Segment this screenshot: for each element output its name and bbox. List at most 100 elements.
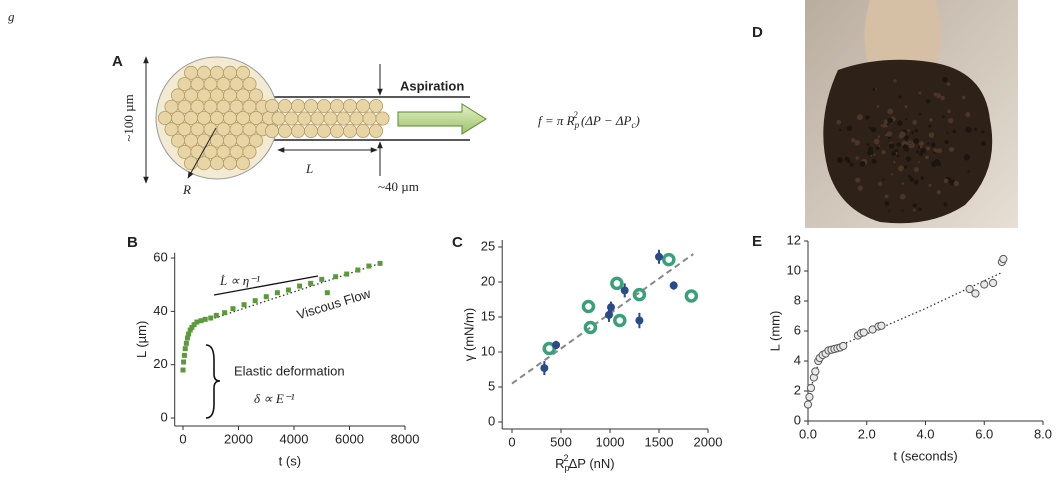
point xyxy=(839,341,848,351)
point xyxy=(194,319,200,325)
formula-part: p xyxy=(564,463,569,473)
formula: Rp2ΔP (nN) xyxy=(555,453,615,473)
cell xyxy=(316,99,331,114)
photo-texture xyxy=(855,177,861,183)
point xyxy=(180,367,186,373)
photo-texture xyxy=(920,147,926,154)
photo-texture xyxy=(888,210,891,213)
photo-texture xyxy=(919,145,923,149)
photo-texture xyxy=(846,125,853,132)
point xyxy=(669,281,678,290)
photo-texture xyxy=(928,183,932,187)
cell xyxy=(349,111,364,126)
x-tick-label: 2000 xyxy=(224,431,253,446)
y-axis-label: γ (mN/m) xyxy=(462,308,477,361)
point xyxy=(182,346,188,352)
formula-part: (ΔP − ΔP xyxy=(578,113,632,128)
point xyxy=(181,359,187,365)
point xyxy=(581,299,596,314)
panel-label: A xyxy=(112,53,123,70)
point xyxy=(355,267,361,273)
photo-texture xyxy=(915,150,920,154)
radius-label: R xyxy=(182,182,191,197)
point xyxy=(191,322,197,328)
point xyxy=(308,280,314,286)
formula-part: p xyxy=(574,120,580,130)
cell xyxy=(336,111,351,126)
photo-texture xyxy=(898,95,902,99)
point xyxy=(208,315,214,321)
point xyxy=(344,271,350,277)
point xyxy=(189,324,195,330)
y-tick-label: 4 xyxy=(794,352,801,367)
x-tick-label: 0 xyxy=(179,431,186,446)
point xyxy=(655,252,663,261)
cell xyxy=(284,111,299,126)
y-tick-label: 2 xyxy=(794,382,801,397)
cell xyxy=(329,99,344,114)
point xyxy=(965,284,974,294)
x-axis-label: t (seconds) xyxy=(893,448,957,463)
photo-texture xyxy=(928,132,935,139)
y-tick-label: 40 xyxy=(153,303,167,318)
photo-texture xyxy=(963,154,971,161)
pipette-label: ~40 µm xyxy=(378,179,419,194)
photo-texture xyxy=(952,129,957,134)
cell xyxy=(368,99,383,114)
point xyxy=(859,328,868,337)
photo-texture xyxy=(870,154,873,157)
photo-texture xyxy=(888,143,895,149)
photo-texture xyxy=(854,140,861,146)
photo-texture xyxy=(918,207,922,212)
radius-arrow xyxy=(187,127,217,179)
photo-texture xyxy=(925,99,931,104)
cell xyxy=(375,111,390,126)
photo-texture xyxy=(943,202,948,207)
cell xyxy=(235,65,250,80)
photo-texture xyxy=(899,131,906,138)
photo-texture xyxy=(878,145,881,148)
point xyxy=(183,340,189,346)
formula-part: 2 xyxy=(564,453,569,463)
photo-texture xyxy=(940,95,945,101)
point xyxy=(377,260,383,266)
point xyxy=(222,310,228,316)
x-tick-label: 1000 xyxy=(596,434,625,449)
cell xyxy=(242,144,257,159)
cell xyxy=(303,124,318,139)
photo-texture xyxy=(880,124,883,127)
photo-texture xyxy=(901,209,904,212)
cell xyxy=(222,156,237,171)
photo-texture xyxy=(912,208,916,212)
photo-texture xyxy=(965,126,972,133)
photo-texture xyxy=(849,162,854,167)
cell xyxy=(264,99,279,114)
point xyxy=(988,278,998,288)
point xyxy=(552,341,561,349)
photo-texture xyxy=(872,87,876,91)
cell xyxy=(290,99,305,114)
photo-texture xyxy=(846,159,851,164)
point xyxy=(980,280,989,289)
photo-texture xyxy=(899,193,906,200)
y-axis-label: L (µm) xyxy=(134,321,149,358)
point xyxy=(230,306,236,312)
point xyxy=(285,287,291,293)
photo-texture xyxy=(962,95,966,100)
point xyxy=(635,316,644,325)
x-tick-label: 8000 xyxy=(391,431,420,446)
cell xyxy=(209,156,224,171)
photo-texture xyxy=(911,131,914,134)
photo-texture xyxy=(897,165,904,172)
cell xyxy=(342,124,357,139)
y-tick-label: 10 xyxy=(787,262,801,277)
photo-texture xyxy=(943,178,949,184)
y-tick-label: 0 xyxy=(488,413,495,428)
photo-texture xyxy=(836,157,843,163)
photo-texture xyxy=(871,158,877,164)
photo-texture xyxy=(875,146,880,150)
point xyxy=(803,400,813,409)
x-tick-label: 8.0 xyxy=(1034,426,1052,441)
panel-label: E xyxy=(752,233,762,250)
